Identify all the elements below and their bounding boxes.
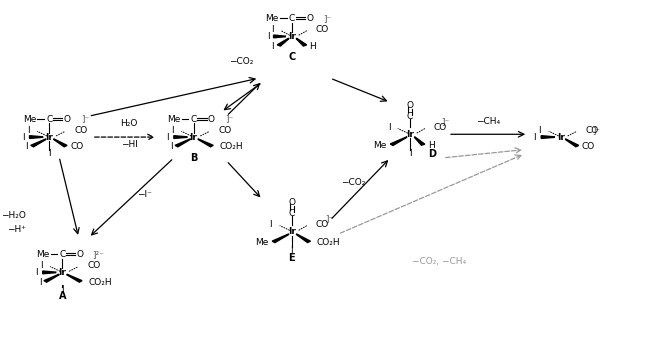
Text: I: I xyxy=(170,142,173,151)
Text: C: C xyxy=(407,112,413,121)
Text: D: D xyxy=(428,149,436,159)
Polygon shape xyxy=(175,139,190,147)
Text: ]⁻: ]⁻ xyxy=(225,115,234,124)
Text: Me: Me xyxy=(36,250,49,259)
Text: CO: CO xyxy=(218,126,232,135)
Text: Ir: Ir xyxy=(557,133,565,142)
Text: C: C xyxy=(46,115,52,124)
Polygon shape xyxy=(43,271,56,274)
Text: O: O xyxy=(407,101,413,110)
Text: Ir: Ir xyxy=(58,268,66,277)
Text: I: I xyxy=(48,149,51,158)
Text: I: I xyxy=(270,220,272,229)
Text: CO: CO xyxy=(316,25,329,34)
Text: O: O xyxy=(208,115,215,124)
Text: Me: Me xyxy=(23,115,36,124)
Text: I: I xyxy=(35,268,37,277)
Text: Me: Me xyxy=(167,115,180,124)
Text: ]⁻: ]⁻ xyxy=(441,117,450,126)
Text: C: C xyxy=(190,115,197,124)
Text: Me: Me xyxy=(373,141,386,150)
Text: A: A xyxy=(58,291,66,301)
Text: Ir: Ir xyxy=(288,227,296,236)
Text: CO: CO xyxy=(586,126,599,135)
Text: −CO₂: −CO₂ xyxy=(341,178,366,187)
Text: −CO₂: −CO₂ xyxy=(230,57,254,66)
Polygon shape xyxy=(274,35,285,38)
Text: I: I xyxy=(27,126,30,135)
Text: I: I xyxy=(539,126,541,135)
Text: −I⁻: −I⁻ xyxy=(137,190,152,199)
Text: ]⁻: ]⁻ xyxy=(592,126,601,135)
Text: −CO₂, −CH₄: −CO₂, −CH₄ xyxy=(413,257,466,266)
Text: I: I xyxy=(271,42,274,51)
Text: CO: CO xyxy=(434,123,447,132)
Text: ]⁻: ]⁻ xyxy=(323,14,332,23)
Text: C: C xyxy=(289,209,295,218)
Polygon shape xyxy=(272,234,289,243)
Text: CO: CO xyxy=(87,261,100,270)
Text: CO₂H: CO₂H xyxy=(317,238,340,247)
Text: O: O xyxy=(77,250,83,259)
Text: CO: CO xyxy=(316,220,329,229)
Text: O: O xyxy=(64,115,70,124)
Polygon shape xyxy=(198,139,213,147)
Text: −H₂O: −H₂O xyxy=(1,211,26,220)
Polygon shape xyxy=(565,139,579,147)
Text: CO₂H: CO₂H xyxy=(89,278,112,287)
Text: H₂O: H₂O xyxy=(121,119,138,128)
Text: I: I xyxy=(61,285,64,294)
Text: I: I xyxy=(26,142,28,151)
Polygon shape xyxy=(44,274,59,282)
Polygon shape xyxy=(296,39,307,46)
Text: ]⁻: ]⁻ xyxy=(325,214,333,223)
Text: CO₂H: CO₂H xyxy=(220,142,243,151)
Text: I: I xyxy=(171,126,174,135)
Text: I: I xyxy=(166,133,169,142)
Text: B: B xyxy=(190,153,197,163)
Text: E: E xyxy=(289,253,295,263)
Text: I: I xyxy=(291,246,293,255)
Text: I: I xyxy=(40,261,43,270)
Polygon shape xyxy=(414,137,425,145)
Polygon shape xyxy=(30,136,43,138)
Text: ]⁻: ]⁻ xyxy=(81,115,89,124)
Text: I: I xyxy=(409,149,411,158)
Text: Me: Me xyxy=(266,14,279,23)
Text: Me: Me xyxy=(255,238,268,247)
Polygon shape xyxy=(67,274,82,282)
Text: C: C xyxy=(288,52,296,62)
Text: CO: CO xyxy=(70,142,83,151)
Text: H: H xyxy=(309,42,316,51)
Text: C: C xyxy=(59,250,66,259)
Polygon shape xyxy=(390,137,407,145)
Text: Ir: Ir xyxy=(288,32,296,41)
Text: CO: CO xyxy=(582,142,595,151)
Text: −HI: −HI xyxy=(121,139,138,149)
Text: I: I xyxy=(388,123,390,132)
Text: Ir: Ir xyxy=(190,133,197,142)
Text: I: I xyxy=(39,278,41,287)
Text: −CH₄: −CH₄ xyxy=(476,117,500,126)
Text: I: I xyxy=(271,25,274,34)
Text: O: O xyxy=(289,198,295,207)
Text: CO: CO xyxy=(74,126,87,135)
Polygon shape xyxy=(277,39,289,46)
Polygon shape xyxy=(297,234,310,243)
Text: Ir: Ir xyxy=(406,130,414,139)
Text: ]²⁻: ]²⁻ xyxy=(92,250,104,259)
Text: I: I xyxy=(267,32,270,41)
Polygon shape xyxy=(174,136,187,138)
Text: I: I xyxy=(22,133,24,142)
Text: H: H xyxy=(428,141,435,150)
Text: O: O xyxy=(306,14,313,23)
Polygon shape xyxy=(31,139,46,147)
Text: −H⁺: −H⁺ xyxy=(7,225,26,234)
Text: Ir: Ir xyxy=(45,133,53,142)
Text: C: C xyxy=(289,14,295,23)
Polygon shape xyxy=(541,136,554,138)
Polygon shape xyxy=(54,139,67,147)
Text: I: I xyxy=(533,133,536,142)
